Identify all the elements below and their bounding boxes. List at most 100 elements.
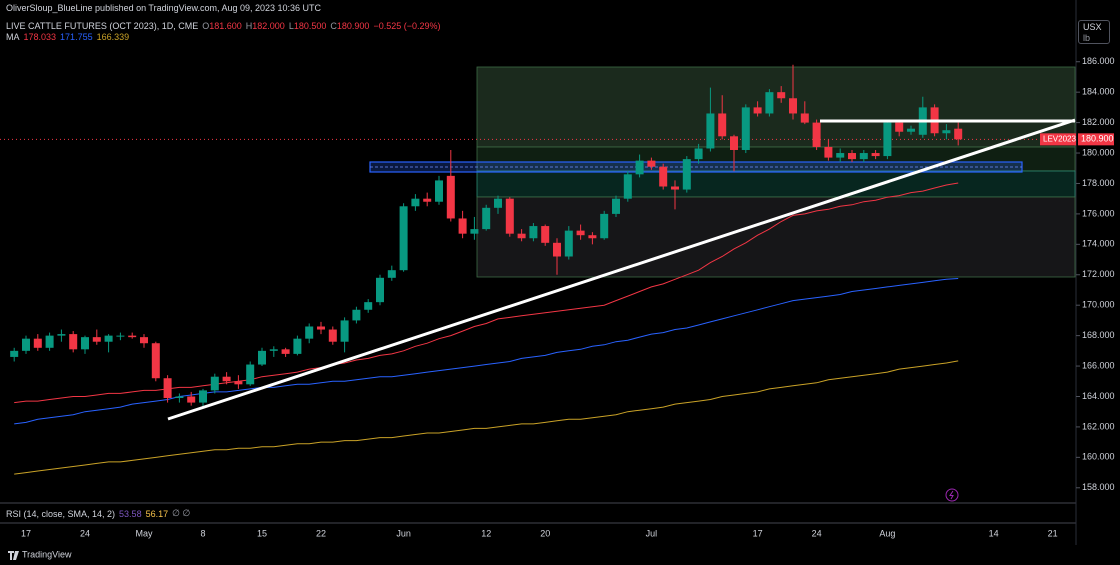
candle-body bbox=[258, 350, 266, 365]
candle-body bbox=[140, 337, 148, 344]
indicator-value: 56.17 bbox=[145, 508, 169, 519]
unit-box[interactable]: USX lb bbox=[1078, 20, 1110, 44]
candle-body bbox=[446, 175, 455, 219]
zone-top bbox=[476, 66, 1076, 148]
x-tick-label: 24 bbox=[80, 528, 90, 538]
candle-body bbox=[210, 376, 219, 391]
y-tick-label: 174.000 bbox=[1082, 239, 1115, 249]
candle-body bbox=[494, 198, 502, 208]
candle-body bbox=[163, 378, 172, 399]
ohlc-label: H bbox=[245, 21, 253, 31]
candle-body bbox=[564, 230, 573, 257]
x-tick-label: 17 bbox=[21, 528, 31, 538]
candle-body bbox=[246, 364, 255, 385]
candle-body bbox=[529, 226, 538, 239]
candle-body bbox=[10, 350, 19, 357]
candle-body bbox=[116, 335, 125, 337]
candle-body bbox=[387, 270, 396, 278]
symbol-tag-bg bbox=[1040, 133, 1076, 146]
event-icon[interactable] bbox=[945, 488, 959, 502]
candle-body bbox=[45, 335, 54, 348]
y-tick-label: 178.000 bbox=[1082, 178, 1115, 188]
candle-body bbox=[954, 128, 963, 140]
publisher-line: OliverSloup_BlueLine published on Tradin… bbox=[6, 3, 321, 13]
candle-body bbox=[706, 113, 715, 149]
last-price-tag-bg bbox=[1078, 133, 1114, 146]
brand: TradingView bbox=[22, 549, 72, 559]
candle-body bbox=[92, 337, 101, 342]
y-tick-label: 172.000 bbox=[1082, 269, 1115, 279]
candle-body bbox=[517, 233, 526, 239]
ohlc-item: L180.500 bbox=[289, 21, 327, 31]
candle-body bbox=[541, 226, 550, 243]
x-tick-label: Jun bbox=[396, 528, 411, 538]
publisher: OliverSloup_BlueLine published on Tradin… bbox=[6, 3, 322, 13]
candle-body bbox=[399, 206, 408, 271]
candle-body bbox=[671, 186, 679, 190]
ohlc-label: C bbox=[330, 21, 337, 31]
candle-body bbox=[623, 174, 632, 199]
x-tick-label: Jul bbox=[646, 528, 658, 538]
candle-body bbox=[600, 213, 609, 239]
candle-body bbox=[199, 390, 207, 403]
price-axis: 158.000 160.000 162.000 164.000 166.000 168.0… bbox=[1076, 56, 1115, 492]
candle-body bbox=[765, 92, 774, 114]
candle-body bbox=[741, 107, 750, 150]
ohlc-item: H182.000 bbox=[246, 21, 285, 31]
candle-body bbox=[942, 130, 951, 134]
candle-body bbox=[812, 122, 821, 147]
candle-body bbox=[789, 98, 797, 114]
candle-body bbox=[435, 180, 443, 202]
y-tick-label: 164.000 bbox=[1082, 391, 1115, 401]
candle-body bbox=[175, 396, 184, 399]
ohlc-label: L bbox=[288, 21, 294, 31]
trendlines bbox=[167, 118, 1076, 421]
candle-body bbox=[352, 309, 361, 321]
y-tick-label: 180.000 bbox=[1082, 147, 1115, 157]
currency: USX bbox=[1083, 22, 1102, 32]
x-tick-label: 15 bbox=[257, 528, 267, 538]
unit: lb bbox=[1083, 33, 1091, 43]
trendline bbox=[167, 118, 1076, 421]
candle-body bbox=[753, 107, 762, 114]
candle-body bbox=[128, 335, 137, 338]
y-tick-label: 170.000 bbox=[1082, 300, 1115, 310]
y-tick-label: 166.000 bbox=[1082, 360, 1115, 370]
candle-body bbox=[895, 122, 904, 132]
y-tick-label: 168.000 bbox=[1082, 330, 1115, 340]
x-tick-label: 22 bbox=[316, 528, 326, 538]
x-tick-label: Aug bbox=[879, 528, 895, 538]
candle-body bbox=[376, 277, 384, 303]
candle-body bbox=[411, 198, 420, 207]
indicator-value: 53.58 bbox=[119, 508, 142, 519]
candle-body bbox=[694, 148, 703, 160]
x-tick-label: 8 bbox=[200, 528, 205, 538]
zone-teal bbox=[476, 170, 1076, 198]
y-tick-label: 184.000 bbox=[1082, 87, 1115, 97]
candle-body bbox=[234, 381, 243, 385]
candle-body bbox=[33, 338, 42, 348]
candle-body bbox=[151, 343, 160, 379]
zone-grey bbox=[476, 196, 1076, 278]
ma-label: MA bbox=[6, 32, 20, 42]
last-price-tag: 180.900 bbox=[1081, 134, 1114, 144]
event-icon-bolt bbox=[949, 490, 954, 500]
candle-body bbox=[836, 153, 845, 158]
candle-body bbox=[647, 160, 656, 167]
candle-body bbox=[682, 159, 691, 190]
ohlc-value: 180.500 bbox=[293, 21, 327, 31]
candle-body bbox=[824, 146, 833, 158]
candle-body bbox=[576, 230, 585, 236]
x-tick-label: 20 bbox=[540, 528, 550, 538]
candle-body bbox=[269, 349, 278, 351]
candle-body bbox=[293, 338, 302, 354]
candle-body bbox=[69, 334, 78, 350]
candle-body bbox=[340, 320, 349, 342]
candle-body bbox=[553, 242, 561, 257]
candle-body bbox=[104, 335, 113, 342]
candle-body bbox=[281, 349, 290, 354]
title-row: LIVE CATTLE FUTURES (OCT 2023), 1D, CME … bbox=[6, 21, 441, 31]
candle-body bbox=[848, 153, 856, 160]
